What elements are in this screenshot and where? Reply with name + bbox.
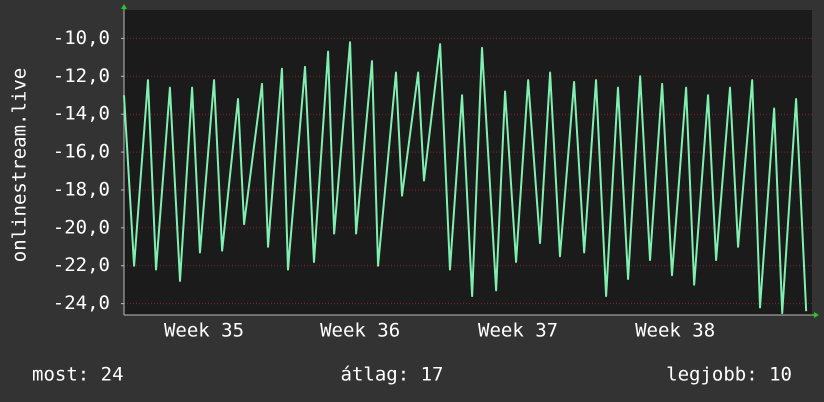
- y-tick-label: -12,0: [53, 65, 110, 87]
- y-tick-label: -24,0: [53, 292, 110, 314]
- footer-average: átlag: 17: [341, 364, 444, 386]
- x-tick-label: Week 38: [635, 320, 715, 342]
- data-line: [123, 41, 808, 315]
- y-tick-label: -16,0: [53, 141, 110, 163]
- y-tick-label: -14,0: [53, 103, 110, 125]
- y-tick-label: -20,0: [53, 216, 110, 238]
- x-tick-label: Week 37: [478, 320, 558, 342]
- y-tick-label: -22,0: [53, 254, 110, 276]
- y-tick-label: -18,0: [53, 178, 110, 200]
- plot-area: [124, 10, 812, 315]
- x-tick-label: Week 35: [164, 320, 244, 342]
- axis-arrow: [121, 4, 127, 9]
- footer-current: most: 24: [32, 364, 124, 386]
- x-tick-label: Week 36: [320, 320, 400, 342]
- y-tick-label: -10,0: [53, 27, 110, 49]
- axis-arrow: [814, 312, 819, 318]
- footer-max: legjobb: 10: [666, 364, 792, 386]
- y-axis-label: onlinestream.live: [9, 68, 31, 262]
